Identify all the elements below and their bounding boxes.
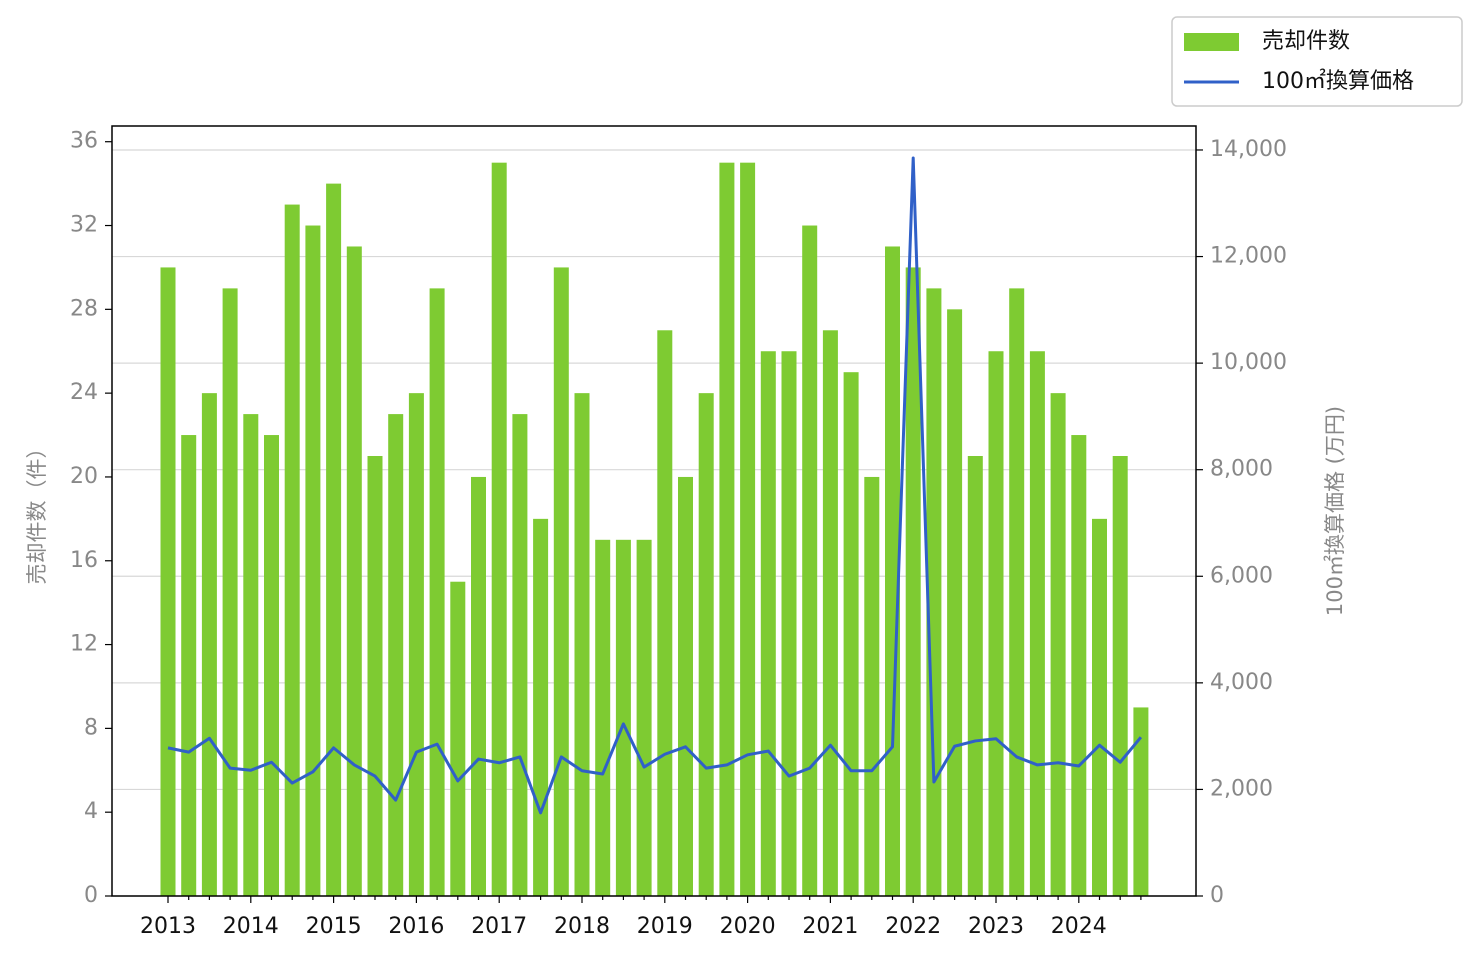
x-tick-label: 2024 (1051, 914, 1107, 939)
bar (181, 435, 197, 896)
bar (843, 372, 859, 896)
x-tick-label: 2014 (223, 914, 279, 939)
y-tick-label: 28 (70, 296, 98, 321)
bar (491, 162, 507, 896)
x-tick-label: 2021 (802, 914, 858, 939)
bar (1133, 707, 1149, 896)
bar (201, 393, 217, 896)
x-tick-label: 2013 (140, 914, 196, 939)
bar (967, 456, 983, 896)
bar (222, 288, 238, 896)
y-tick-label: 0 (84, 883, 98, 908)
x-tick-label: 2019 (637, 914, 693, 939)
bar (657, 330, 673, 896)
y-tick-label: 16 (70, 548, 98, 573)
bar (1029, 351, 1045, 896)
x-tick-label: 2017 (471, 914, 527, 939)
bar (636, 539, 652, 896)
bar (450, 581, 466, 896)
bar (1050, 393, 1066, 896)
bar (740, 162, 756, 896)
y-tick-label: 4 (84, 799, 98, 824)
bar (1071, 435, 1087, 896)
plot-frame (111, 125, 1197, 897)
y2-tick-label: 2,000 (1210, 776, 1273, 801)
bar (574, 393, 590, 896)
bar (512, 414, 528, 896)
bar (1112, 456, 1128, 896)
bar (1092, 518, 1107, 896)
bar (429, 288, 445, 896)
bar (926, 288, 942, 896)
y2-tick-label: 0 (1210, 883, 1224, 908)
legend-swatch (1184, 33, 1239, 51)
bar (905, 267, 921, 896)
bar (822, 330, 838, 896)
bar (864, 476, 880, 896)
legend-label: 100㎡換算価格 (1262, 68, 1414, 94)
bar (284, 204, 300, 897)
bar (408, 393, 424, 896)
x-tick-label: 2018 (554, 914, 610, 939)
legend-label: 売却件数 (1262, 29, 1350, 54)
x-tick-label: 2023 (968, 914, 1024, 939)
bar (615, 539, 631, 896)
bar (760, 351, 776, 896)
bar (471, 476, 486, 896)
bar (553, 267, 569, 896)
y-tick-label: 8 (84, 715, 98, 740)
bar (160, 267, 176, 896)
bar (988, 351, 1004, 896)
bar (326, 183, 342, 897)
line (167, 156, 1143, 815)
bar (595, 539, 611, 896)
bar (367, 456, 383, 896)
y-tick-label: 32 (70, 213, 98, 238)
bar (698, 393, 714, 896)
bar (533, 518, 549, 896)
bar (781, 351, 797, 896)
bar (264, 435, 279, 896)
y2-axis-label: 100㎡換算価格 (万円) (1323, 406, 1347, 616)
bar (346, 246, 362, 896)
x-tick-label: 2020 (720, 914, 776, 939)
bar (243, 414, 259, 896)
bar (885, 246, 900, 896)
bar (802, 225, 818, 896)
y-tick-label: 24 (70, 380, 98, 405)
y-axis-label: 売却件数（件） (25, 438, 49, 585)
y-tick-label: 12 (70, 632, 98, 657)
bar (719, 162, 735, 896)
bar (388, 414, 404, 896)
bar (678, 476, 693, 896)
y2-tick-label: 10,000 (1210, 350, 1287, 375)
y-tick-label: 20 (70, 464, 98, 489)
y-tick-label: 36 (70, 129, 98, 154)
x-tick-label: 2022 (885, 914, 941, 939)
y2-tick-label: 4,000 (1210, 670, 1273, 695)
x-tick-label: 2016 (388, 914, 444, 939)
bar (947, 309, 963, 896)
y2-tick-label: 12,000 (1210, 244, 1287, 269)
y2-tick-label: 8,000 (1210, 457, 1273, 482)
y2-tick-label: 14,000 (1210, 137, 1287, 162)
bar (1009, 288, 1025, 896)
bar (305, 225, 321, 896)
x-tick-label: 2015 (306, 914, 362, 939)
y2-tick-label: 6,000 (1210, 563, 1273, 588)
legend-box (1171, 16, 1463, 107)
